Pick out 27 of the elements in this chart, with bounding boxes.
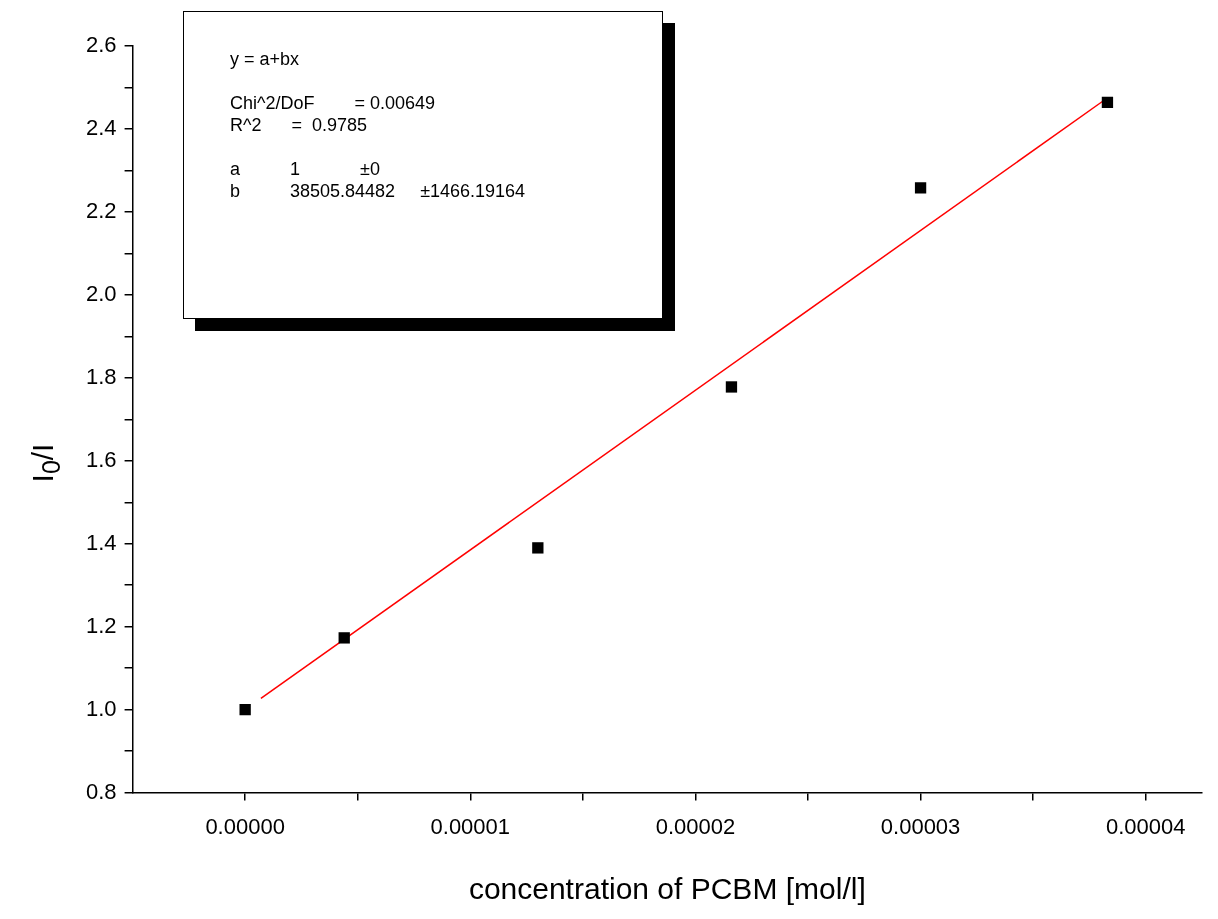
y-tick-label: 1.8 (85, 363, 117, 389)
point (725, 381, 738, 393)
x-tick-label: 0.00000 (205, 813, 285, 839)
point (914, 182, 927, 194)
point (1101, 96, 1114, 109)
point (239, 703, 251, 716)
x-tick-label: 0.00002 (655, 813, 736, 839)
annotation: a 1 ±0 (230, 158, 381, 180)
y-tick-label: 1.6 (85, 446, 117, 472)
point (532, 542, 544, 554)
y-tick-label: 2.4 (85, 115, 117, 141)
annotation: y = a+bx (230, 48, 301, 70)
x-tick-label: 0.00004 (1105, 813, 1186, 839)
y-tick-label: 2.6 (85, 32, 117, 58)
point (338, 632, 350, 644)
annotation: Chi^2/DoF = 0.00649 (230, 92, 437, 114)
annotation: b 38505.84482 ±1466.19164 (230, 180, 527, 202)
y-tick-label: 1.4 (85, 529, 117, 555)
x-tick-label: 0.00001 (430, 813, 511, 839)
y-tick-label: 0.8 (85, 778, 117, 804)
annotation: R^2 = 0.9785 (230, 114, 369, 136)
y-tick-label: 1.2 (85, 612, 117, 638)
x-tick-label: 0.00003 (880, 813, 961, 839)
x-axis-title: concentration of PCBM [mol/l] (468, 872, 866, 906)
y-tick-label: 2.2 (85, 197, 117, 223)
y-tick-label: 1.0 (85, 695, 117, 721)
y-tick-label: 2.0 (85, 280, 117, 306)
